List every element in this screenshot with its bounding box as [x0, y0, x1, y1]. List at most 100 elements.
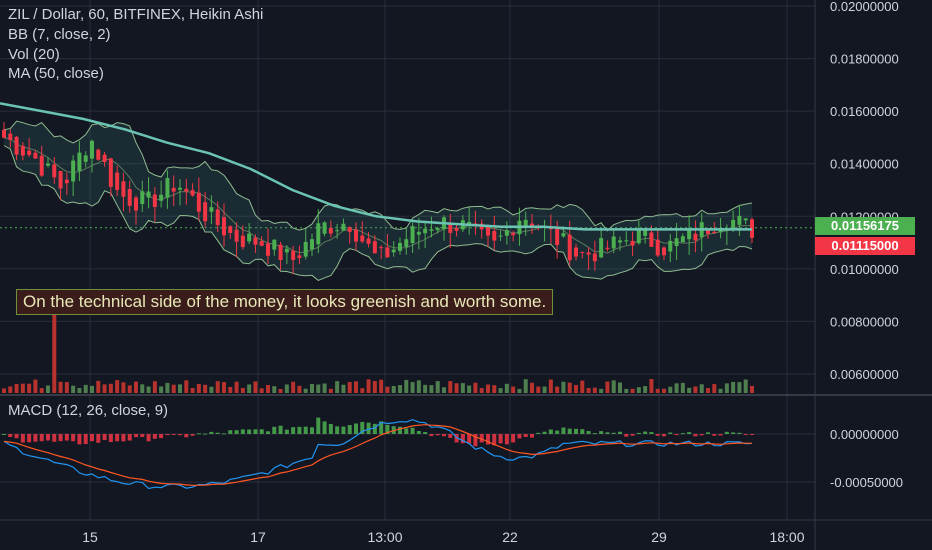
chart-annotation[interactable]: On the technical side of the money, it l…	[16, 289, 554, 315]
volume-bar	[624, 388, 629, 393]
candle-body	[266, 243, 270, 256]
macd-histogram-bar	[479, 434, 484, 443]
candle	[385, 233, 390, 258]
bb-basis	[3, 137, 753, 254]
ma-line	[0, 102, 752, 231]
volume-bar	[592, 387, 597, 393]
candle-body	[592, 253, 597, 262]
macd-histogram-bar	[680, 433, 685, 435]
volume-bar	[687, 387, 692, 393]
y-tick-label: 0.02000000	[830, 0, 899, 14]
candle	[486, 224, 490, 247]
volume-bar	[391, 385, 396, 393]
volume-bar	[649, 379, 654, 393]
candle	[240, 225, 245, 250]
candle-body	[372, 241, 377, 254]
candle	[680, 233, 685, 243]
volume-bar	[636, 387, 641, 393]
candle	[504, 221, 509, 245]
volume-bar	[310, 384, 314, 393]
macd-histogram-bar	[303, 426, 308, 434]
candle-body	[448, 223, 453, 233]
volume-bar	[555, 386, 560, 393]
candle	[335, 223, 340, 239]
volume-bar	[115, 380, 120, 393]
candle-body	[504, 230, 509, 236]
macd-histogram-bar	[58, 434, 63, 442]
volume-bar	[712, 384, 717, 393]
volume-bar	[498, 388, 503, 393]
candle	[605, 240, 610, 252]
legend-ma[interactable]: MA (50, close)	[8, 65, 104, 82]
volume-bar	[372, 381, 377, 393]
candle	[706, 229, 710, 239]
candle	[448, 213, 453, 249]
candle	[624, 231, 629, 245]
volume-bar	[504, 383, 509, 393]
macd-histogram-bar	[668, 432, 673, 434]
macd-histogram-bar	[90, 434, 94, 442]
volume-bar	[460, 383, 465, 393]
macd-histogram-bar	[523, 434, 528, 438]
macd-histogram-bar	[706, 432, 710, 434]
volume-bar	[530, 382, 534, 393]
candle-body	[14, 136, 19, 155]
legend-bb[interactable]: BB (7, close, 2)	[8, 26, 111, 43]
macd-histogram-bar	[630, 434, 635, 436]
y-tick-label: 0.01600000	[830, 104, 899, 119]
candle-body	[555, 227, 560, 245]
volume-bar	[655, 388, 660, 393]
volume-bar	[102, 384, 107, 393]
volume-bar	[291, 381, 296, 393]
macd-histogram-bar	[165, 434, 170, 436]
macd-histogram-bar	[341, 426, 346, 434]
candle-body	[599, 238, 604, 258]
macd-histogram-bar	[750, 434, 754, 435]
macd-histogram-bar	[592, 433, 597, 435]
volume-bar	[64, 382, 69, 393]
candle	[492, 215, 497, 251]
candle-body	[2, 129, 6, 138]
volume-bar	[674, 383, 679, 393]
candle	[574, 243, 578, 261]
candle	[209, 195, 214, 225]
macd-histogram-bar	[737, 432, 742, 434]
macd-histogram-bar	[385, 424, 390, 434]
macd-histogram-bar	[127, 434, 132, 441]
volume-bar	[77, 387, 82, 393]
macd-histogram-bar	[203, 433, 208, 435]
candle-body	[473, 223, 478, 225]
volume-bar	[586, 388, 591, 393]
macd-histogram-bar	[115, 434, 120, 442]
volume-bar	[303, 388, 308, 393]
macd-histogram-bar	[316, 417, 321, 434]
volume-bar	[108, 383, 113, 393]
volume-bar	[548, 379, 553, 393]
legend-symbol[interactable]: ZIL / Dollar, 60, BITFINEX, Heikin Ashi	[8, 6, 264, 23]
candle	[33, 150, 38, 159]
candle-body	[398, 242, 402, 251]
volume-bar	[140, 384, 145, 393]
legend-macd[interactable]: MACD (12, 26, close, 9)	[8, 402, 169, 419]
volume-bar	[750, 385, 754, 393]
candle	[259, 236, 264, 247]
candle	[618, 236, 622, 251]
macd-histogram-bar	[655, 434, 660, 436]
candle	[498, 230, 503, 242]
candle	[278, 241, 283, 271]
volume-bar	[240, 387, 245, 393]
candle	[228, 225, 233, 239]
macd-histogram-bar	[278, 425, 283, 434]
volume-bar	[316, 384, 321, 393]
macd-histogram-bar	[83, 434, 88, 445]
legend-vol[interactable]: Vol (20)	[8, 46, 60, 63]
macd-histogram-bar	[429, 434, 434, 437]
candle	[322, 221, 327, 237]
volume-bar	[354, 381, 358, 393]
candle-body	[178, 187, 182, 190]
candle	[14, 135, 19, 161]
macd-histogram-bar	[259, 429, 264, 434]
macd-histogram-bar	[20, 434, 25, 443]
candle-body	[467, 221, 472, 225]
